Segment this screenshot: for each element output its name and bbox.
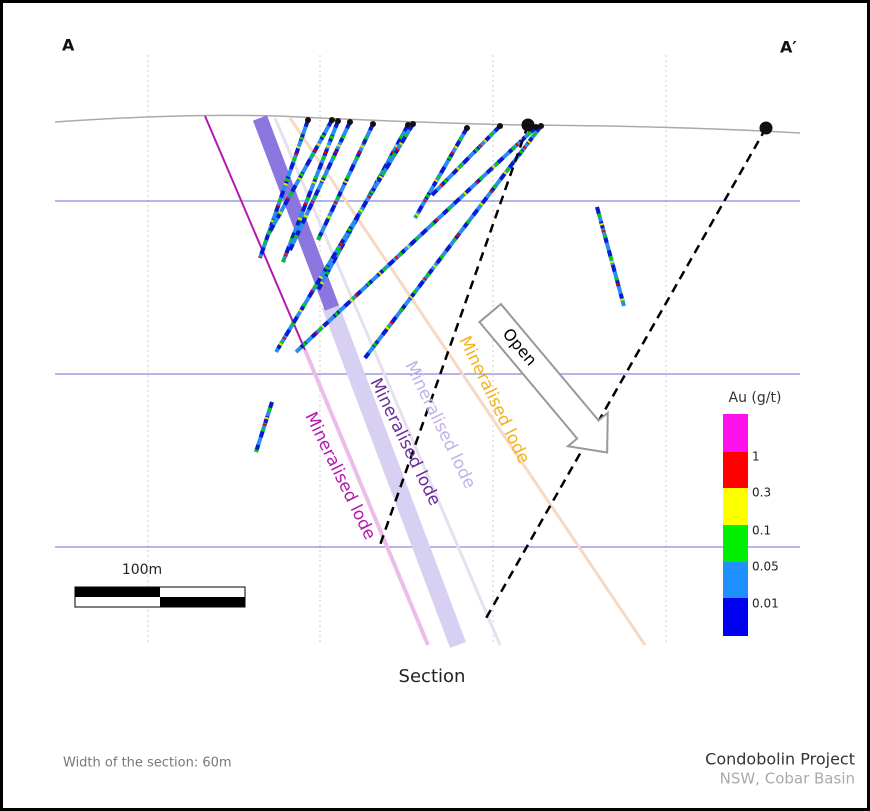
collar (497, 123, 503, 129)
width-note: Width of the section: 60m (63, 756, 232, 771)
collar (760, 122, 773, 135)
collar (522, 119, 535, 132)
scale-label: 100m (122, 562, 162, 578)
project-location: NSW, Cobar Basin (720, 770, 855, 788)
legend-label: 0.01 (752, 597, 779, 611)
project-name: Condobolin Project (705, 750, 855, 769)
legend-label: 1 (752, 450, 760, 464)
collar (335, 118, 341, 124)
scale-block (160, 597, 245, 607)
legend-swatch (723, 414, 748, 452)
legend-title: Au (g/t) (729, 390, 782, 406)
section-end: A (62, 36, 75, 55)
legend-label: 0.05 (752, 560, 779, 574)
legend-swatch (723, 452, 748, 488)
caption: Section (399, 666, 466, 687)
legend-swatch (723, 598, 748, 636)
collar (305, 117, 311, 123)
collar (370, 121, 376, 127)
legend-label: 0.3 (752, 486, 771, 500)
legend-swatch (723, 562, 748, 598)
scale-block (75, 587, 160, 597)
collar (464, 125, 470, 131)
collar (410, 121, 416, 127)
section-figure: Open Mineralised lode Mineralised lode M… (0, 0, 870, 811)
legend-swatch (723, 488, 748, 525)
legend-label: 0.1 (752, 524, 771, 538)
collar (347, 119, 353, 125)
collar (329, 117, 335, 123)
legend-swatch (723, 525, 748, 562)
collar (538, 123, 544, 129)
section-end: A′ (780, 38, 797, 57)
